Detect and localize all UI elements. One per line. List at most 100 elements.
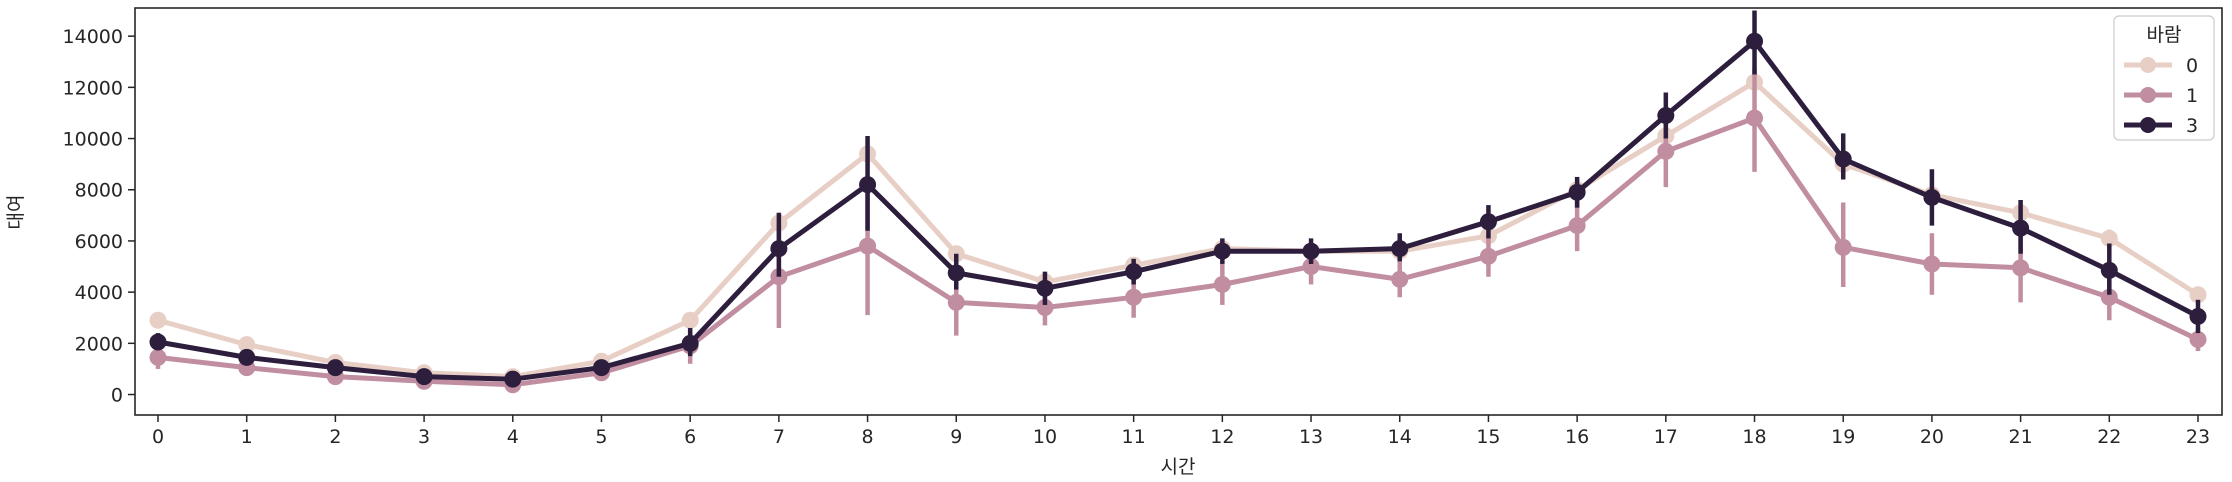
y-tick-label-0: 0: [111, 385, 123, 407]
x-tick-label-23: 23: [2186, 426, 2210, 448]
y-tick-label-2000: 2000: [75, 333, 123, 355]
x-tick-label-21: 21: [2009, 426, 2033, 448]
x-tick-label-8: 8: [862, 426, 874, 448]
x-tick-label-5: 5: [595, 426, 607, 448]
data-point-1-22: [2100, 288, 2118, 306]
x-tick-label-7: 7: [773, 426, 785, 448]
x-tick-label-20: 20: [1920, 426, 1944, 448]
series-1: [149, 66, 2207, 394]
series-line-3: [157, 38, 2200, 382]
data-point-1-19: [1834, 238, 1852, 256]
data-point-1-21: [2012, 259, 2030, 277]
legend-label-1: 1: [2186, 85, 2198, 107]
data-point-3-19: [1834, 150, 1852, 168]
x-axis: 0 1 2 3 4 5 6 7 8 9 10 11 12 13 14 15 16 17 18 19 20 21 22 23: [152, 415, 2210, 448]
data-point-1-12: [1213, 275, 1231, 293]
data-point-3-3: [415, 368, 433, 386]
data-point-0-23: [2189, 286, 2207, 304]
data-point-1-20: [1923, 255, 1941, 273]
y-tick-label-6000: 6000: [75, 231, 123, 253]
legend-label-0: 0: [2186, 55, 2198, 77]
data-point-3-6: [681, 334, 699, 352]
y-tick-label-4000: 4000: [75, 282, 123, 304]
data-point-3-10: [1036, 279, 1054, 297]
data-point-0-9: [947, 245, 965, 263]
data-point-1-10: [1036, 298, 1054, 316]
data-point-3-11: [1125, 263, 1143, 281]
plot-area: [134, 7, 2223, 416]
legend-item-0: 0: [2124, 55, 2198, 77]
x-tick-label-19: 19: [1831, 426, 1855, 448]
data-point-3-9: [947, 264, 965, 282]
y-axis: 0 2000 4000 6000 8000 10000 12000 14000: [63, 26, 135, 407]
data-point-3-0: [149, 333, 167, 351]
data-point-0-1: [238, 336, 256, 354]
data-point-1-13: [1302, 258, 1320, 276]
x-axis-label: 시간: [1161, 456, 1196, 478]
data-point-0-0: [149, 311, 167, 329]
data-point-0-22: [2100, 229, 2118, 247]
x-tick-label-22: 22: [2097, 426, 2121, 448]
data-point-3-1: [238, 348, 256, 366]
data-point-3-2: [326, 359, 344, 377]
data-point-0-6: [681, 311, 699, 329]
legend-frame: [2113, 15, 2215, 141]
x-tick-label-16: 16: [1565, 426, 1589, 448]
series-line-0: [157, 79, 2200, 380]
data-point-3-17: [1657, 107, 1675, 125]
data-point-1-9: [947, 293, 965, 311]
data-point-3-7: [770, 240, 788, 258]
x-tick-label-14: 14: [1388, 426, 1412, 448]
x-tick-label-17: 17: [1654, 426, 1678, 448]
x-tick-label-12: 12: [1210, 426, 1234, 448]
legend-items: 0 1 3: [2124, 55, 2198, 137]
data-point-3-16: [1568, 183, 1586, 201]
x-tick-label-11: 11: [1122, 426, 1146, 448]
series-0: [149, 69, 2207, 386]
y-axis-label: 대여: [5, 195, 27, 230]
series-3: [149, 10, 2207, 388]
x-tick-label-18: 18: [1742, 426, 1766, 448]
legend-marker-1: [2140, 87, 2156, 103]
series-line-1: [157, 115, 2200, 388]
y-tick-label-14000: 14000: [63, 26, 123, 48]
data-point-3-12: [1213, 242, 1231, 260]
data-point-1-18: [1746, 109, 1764, 127]
data-point-1-17: [1657, 142, 1675, 160]
x-tick-label-4: 4: [507, 426, 519, 448]
legend: 바람 0 1 3: [2113, 15, 2215, 141]
legend-item-3: 3: [2124, 115, 2198, 137]
data-point-3-20: [1923, 188, 1941, 206]
series-layer: [149, 10, 2207, 394]
legend-marker-3: [2140, 117, 2156, 133]
x-tick-label-10: 10: [1033, 426, 1057, 448]
legend-title: 바람: [2147, 24, 2182, 46]
legend-label-3: 3: [2186, 115, 2198, 137]
data-point-3-15: [1479, 213, 1497, 231]
data-point-3-4: [504, 370, 522, 388]
data-point-3-8: [859, 176, 877, 194]
data-point-1-8: [859, 237, 877, 255]
data-point-3-18: [1746, 32, 1764, 50]
data-point-3-14: [1391, 240, 1409, 258]
data-point-1-23: [2189, 330, 2207, 348]
data-point-1-15: [1479, 247, 1497, 265]
data-point-3-23: [2189, 307, 2207, 325]
x-tick-label-3: 3: [418, 426, 430, 448]
y-tick-label-12000: 12000: [63, 77, 123, 99]
data-point-3-22: [2100, 261, 2118, 279]
x-tick-label-9: 9: [950, 426, 962, 448]
data-point-1-16: [1568, 217, 1586, 235]
x-tick-label-6: 6: [684, 426, 696, 448]
data-point-1-0: [149, 348, 167, 366]
data-point-1-14: [1391, 270, 1409, 288]
x-tick-label-15: 15: [1476, 426, 1500, 448]
data-point-3-21: [2012, 219, 2030, 237]
x-tick-label-13: 13: [1299, 426, 1323, 448]
y-tick-label-10000: 10000: [63, 129, 123, 151]
data-point-3-13: [1302, 242, 1320, 260]
data-point-3-5: [592, 359, 610, 377]
y-tick-label-8000: 8000: [75, 180, 123, 202]
legend-item-1: 1: [2124, 85, 2198, 107]
